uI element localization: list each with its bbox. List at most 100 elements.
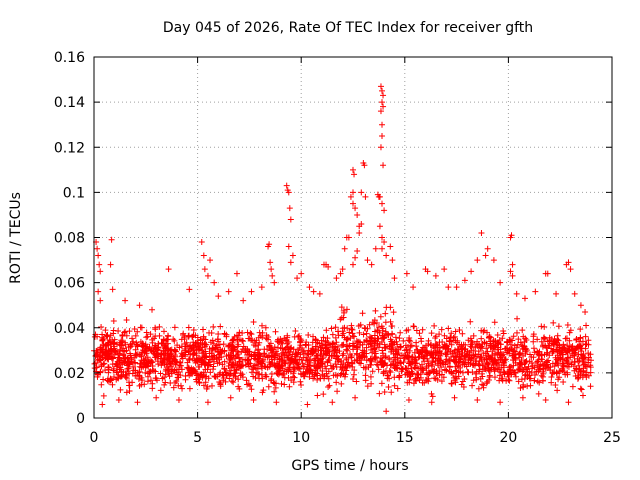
band-point [348, 326, 355, 333]
band-point [190, 351, 197, 358]
data-point [266, 241, 273, 248]
band-point [295, 349, 302, 356]
band-point [300, 370, 307, 377]
data-point [356, 229, 363, 236]
band-point [340, 370, 347, 377]
band-point [329, 331, 336, 338]
band-point [156, 323, 163, 330]
data-point [271, 279, 278, 286]
band-point [240, 338, 247, 345]
band-point [378, 323, 385, 330]
band-point [344, 325, 351, 332]
band-point [465, 337, 472, 344]
band-point [573, 366, 580, 373]
band-point [273, 369, 280, 376]
band-point [373, 361, 380, 368]
band-point [534, 349, 541, 356]
data-point [211, 279, 218, 286]
band-point [435, 352, 442, 359]
data-point [273, 399, 280, 406]
band-point [571, 367, 578, 374]
band-point [583, 369, 590, 376]
band-point [255, 341, 262, 348]
band-point [413, 339, 420, 346]
band-point [470, 332, 477, 339]
band-point [347, 335, 354, 342]
band-point [210, 363, 217, 370]
band-point [511, 342, 518, 349]
band-point [252, 356, 259, 363]
data-point [225, 288, 232, 295]
band-point [359, 349, 366, 356]
band-point [573, 345, 580, 352]
band-point [126, 361, 133, 368]
band-point [347, 351, 354, 358]
band-point [137, 360, 144, 367]
band-point [438, 326, 445, 333]
band-point [323, 327, 330, 334]
band-point [379, 347, 386, 354]
band-point [267, 360, 274, 367]
band-point [129, 335, 136, 342]
band-point [456, 326, 463, 333]
band-point [396, 372, 403, 379]
band-point [367, 346, 374, 353]
band-point [517, 360, 524, 367]
band-point [505, 370, 512, 377]
band-point [100, 376, 107, 383]
band-point [354, 351, 361, 358]
band-point [421, 358, 428, 365]
band-point [516, 365, 523, 372]
band-point [416, 353, 423, 360]
x-tick-label: 0 [90, 430, 99, 446]
band-point [211, 373, 218, 380]
band-point [185, 324, 192, 331]
band-point [436, 331, 443, 338]
band-point [575, 358, 582, 365]
band-point [332, 334, 339, 341]
band-point [423, 342, 430, 349]
band-point [120, 369, 127, 376]
band-point [553, 369, 560, 376]
band-point [186, 348, 193, 355]
band-point [462, 341, 469, 348]
data-point [376, 223, 383, 230]
data-point [508, 232, 515, 239]
band-point [554, 332, 561, 339]
data-point [544, 270, 551, 277]
band-point [568, 361, 575, 368]
band-point [202, 373, 209, 380]
data-point [298, 270, 305, 277]
band-point [305, 367, 312, 374]
band-point [524, 365, 531, 372]
band-point [171, 337, 178, 344]
data-point [432, 272, 439, 279]
y-tick-label: 0.1 [63, 185, 85, 201]
data-point [361, 162, 368, 169]
data-point [287, 259, 294, 266]
band-point [227, 370, 234, 377]
band-point [473, 374, 480, 381]
band-point [328, 325, 335, 332]
data-point [387, 243, 394, 250]
band-point [272, 328, 279, 335]
band-point [387, 304, 394, 311]
band-point [587, 351, 594, 358]
data-point [376, 193, 383, 200]
band-point [386, 356, 393, 363]
band-point [451, 349, 458, 356]
band-point [239, 374, 246, 381]
band-point [150, 367, 157, 374]
band-point [387, 369, 394, 376]
band-point [425, 378, 432, 385]
band-point [275, 336, 282, 343]
band-point [333, 339, 340, 346]
band-point [531, 371, 538, 378]
band-point [239, 346, 246, 353]
band-point [384, 375, 391, 382]
band-point [215, 331, 222, 338]
band-point [217, 323, 224, 330]
band-point [506, 364, 513, 371]
band-point [526, 372, 533, 379]
